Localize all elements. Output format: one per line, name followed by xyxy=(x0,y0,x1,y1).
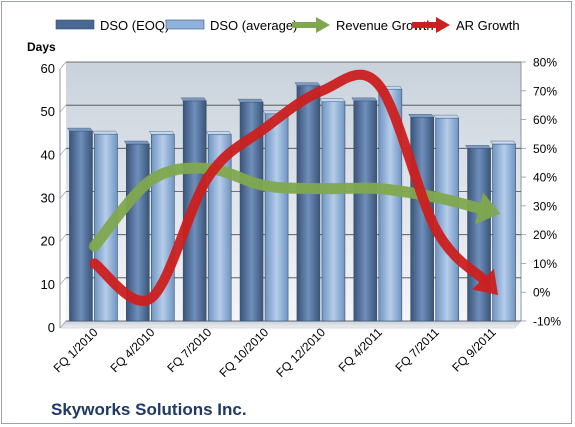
y2-tick-label: 70% xyxy=(533,84,557,98)
legend-label: DSO (EOQ) xyxy=(100,18,169,33)
y2-tick-label: 80% xyxy=(533,56,557,70)
y-axis-label: Days xyxy=(27,40,56,54)
y-tick-label: 10 xyxy=(41,277,55,292)
y2-tick-label: 20% xyxy=(533,228,557,242)
series-arrowhead-ar-growth xyxy=(472,268,499,296)
y2-tick-label: 60% xyxy=(533,113,557,127)
bar-top xyxy=(408,114,435,118)
bar-top xyxy=(205,131,232,135)
bar-dso-eoq xyxy=(69,130,93,322)
y-axis-tick-labels: 0 10 20 30 40 50 60 xyxy=(41,61,55,335)
gridline-depth xyxy=(59,191,67,199)
y2-tick-label: 50% xyxy=(533,142,557,156)
gridline-depth xyxy=(59,104,67,113)
legend-arrowhead xyxy=(436,17,450,33)
y2-tick-label: 10% xyxy=(533,257,557,271)
gridline-depth xyxy=(59,320,67,329)
legend-swatch xyxy=(165,19,205,30)
gridline-depth xyxy=(59,277,67,286)
legend-label: Revenue Growth xyxy=(336,18,434,33)
bar-top xyxy=(465,145,491,149)
bar-dso-eoq xyxy=(353,100,378,322)
bar-top xyxy=(92,130,118,135)
gridline-depth xyxy=(59,234,67,242)
bar-top xyxy=(490,140,516,145)
x-tick-label: FQ 10/2010 xyxy=(216,325,271,380)
bar-dso-average xyxy=(435,117,459,322)
x-tick-label: FQ 1/2010 xyxy=(51,325,101,375)
bar-top xyxy=(123,140,150,145)
legend-label: AR Growth xyxy=(456,18,520,33)
bar-top xyxy=(319,98,346,102)
series-line-revenue-growth xyxy=(88,162,485,252)
x-tick-label: FQ 4/2010 xyxy=(107,325,157,375)
bar-top xyxy=(180,97,207,102)
bar-top xyxy=(237,98,264,103)
y-tick-label: 60 xyxy=(41,61,55,76)
bar-top xyxy=(294,82,321,86)
y2-tick-label: 30% xyxy=(533,199,557,213)
bar-top xyxy=(351,97,378,102)
gridline-depth xyxy=(59,61,67,70)
y2-tick-label: 0% xyxy=(533,286,551,300)
legend-arrowhead xyxy=(316,17,330,33)
y2-axis-tick-labels: -10% 0% 10% 20% 30% 40% 50% 60% 70% 80% xyxy=(521,56,561,329)
bar-dso-eoq xyxy=(467,148,491,322)
x-tick-label: FQ 9/2011 xyxy=(449,325,499,375)
plot-floor xyxy=(59,320,522,329)
y-tick-label: 0 xyxy=(48,320,55,335)
x-tick-label: FQ 7/2010 xyxy=(164,325,214,375)
x-tick-label: FQ 7/2011 xyxy=(392,325,442,375)
legend: DSO (EOQ) DSO (average) Revenue Growth AR G… xyxy=(55,17,520,33)
y-tick-label: 20 xyxy=(41,234,55,249)
arrow-series xyxy=(88,69,501,306)
y2-tick-label: 40% xyxy=(533,171,557,185)
bar-dso-average xyxy=(264,113,289,322)
gridline-depth xyxy=(59,148,67,156)
series-arrowhead-revenue-growth xyxy=(474,192,501,225)
bar-dso-average xyxy=(321,101,346,322)
y-tick-label: 40 xyxy=(41,147,55,162)
bar-dso-eoq xyxy=(296,85,321,322)
legend-swatch xyxy=(55,19,95,30)
x-tick-label: FQ 12/2010 xyxy=(273,325,328,380)
series-line-ar-growth xyxy=(89,69,488,306)
bar-top xyxy=(148,131,175,135)
y-tick-label: 30 xyxy=(41,191,55,206)
chart-title: Skyworks Solutions Inc. xyxy=(51,400,247,419)
bar-top xyxy=(433,114,460,119)
y2-tick-label: -10% xyxy=(533,315,561,329)
x-tick-label: FQ 4/2011 xyxy=(336,325,386,375)
x-axis-tick-labels: FQ 1/2010 FQ 4/2010 FQ 7/2010 FQ 10/2010 FQ … xyxy=(51,325,499,380)
legend-label: DSO (average) xyxy=(210,18,297,33)
bar-top xyxy=(67,127,93,132)
y-tick-label: 50 xyxy=(41,104,55,119)
